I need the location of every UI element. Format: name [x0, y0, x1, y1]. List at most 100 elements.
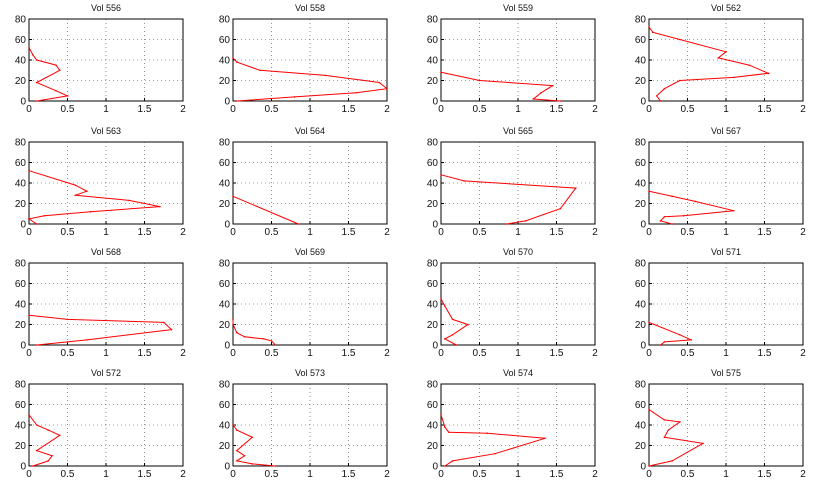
- data-point: [236, 61, 238, 63]
- series-line: [232, 195, 299, 225]
- y-tick-label: 0: [640, 341, 646, 352]
- data-point: [236, 460, 238, 462]
- data-point: [444, 465, 446, 467]
- data-point: [648, 190, 650, 192]
- y-tick-label: 80: [427, 138, 439, 149]
- data-point: [682, 215, 685, 217]
- y-tick-label: 20: [219, 441, 231, 452]
- data-point: [35, 81, 38, 84]
- data-point: [232, 57, 234, 59]
- panel-title: Vol 559: [503, 3, 533, 13]
- y-tick-label: 0: [224, 341, 230, 352]
- series-line: [648, 26, 771, 102]
- data-point: [663, 341, 666, 343]
- x-tick-label: 0.5: [61, 469, 75, 480]
- x-tick-label: 0.5: [681, 227, 695, 238]
- panel-title: Vol 572: [91, 368, 121, 378]
- data-point: [574, 187, 577, 189]
- x-tick-label: 0.5: [265, 104, 279, 115]
- data-point: [451, 460, 454, 462]
- y-tick-label: 20: [635, 320, 647, 331]
- x-tick-label: 2: [592, 469, 598, 480]
- y-tick-label: 0: [432, 341, 438, 352]
- series-line: [648, 409, 705, 467]
- data-point: [66, 318, 69, 321]
- data-point: [35, 344, 38, 346]
- x-tick-label: 0: [438, 104, 444, 115]
- y-tick-label: 20: [219, 199, 231, 210]
- data-point: [679, 79, 681, 82]
- y-tick-label: 40: [635, 300, 647, 311]
- data-point: [89, 210, 92, 213]
- x-tick-label: 0: [230, 348, 236, 359]
- x-tick-label: 2: [180, 227, 186, 238]
- y-tick-label: 20: [635, 441, 647, 452]
- x-tick-label: 1.5: [138, 469, 152, 480]
- x-tick-label: 1.5: [138, 104, 152, 115]
- y-tick-label: 80: [635, 138, 647, 149]
- y-tick-label: 80: [219, 259, 231, 270]
- data-point: [28, 218, 30, 220]
- data-point: [32, 54, 34, 56]
- x-tick-label: 1.5: [758, 227, 772, 238]
- y-tick-label: 40: [15, 421, 27, 432]
- x-tick-label: 1.5: [342, 104, 356, 115]
- data-point: [717, 57, 720, 59]
- data-point: [659, 100, 662, 102]
- data-point: [451, 318, 454, 321]
- data-point: [486, 432, 489, 435]
- data-point: [232, 424, 234, 426]
- x-tick-label: 0: [646, 227, 652, 238]
- data-point: [544, 437, 546, 440]
- data-point: [259, 69, 261, 72]
- data-point: [659, 344, 662, 346]
- data-point: [378, 81, 381, 84]
- x-tick-label: 0: [646, 104, 652, 115]
- y-tick-label: 0: [640, 462, 646, 473]
- y-tick-label: 20: [15, 76, 27, 87]
- data-point: [59, 69, 61, 72]
- y-tick-label: 40: [427, 300, 439, 311]
- x-tick-label: 1.5: [550, 348, 564, 359]
- x-tick-label: 1.5: [138, 227, 152, 238]
- x-tick-label: 0: [438, 227, 444, 238]
- y-tick-label: 60: [219, 158, 231, 169]
- data-point: [748, 64, 750, 66]
- data-point: [648, 465, 650, 467]
- data-point: [690, 339, 693, 341]
- x-tick-label: 2: [180, 348, 186, 359]
- data-point: [455, 344, 458, 346]
- data-point: [648, 408, 650, 411]
- data-point: [47, 460, 50, 462]
- data-point: [297, 223, 300, 225]
- x-tick-label: 0: [26, 227, 32, 238]
- panel-title: Vol 569: [295, 247, 325, 257]
- x-tick-label: 1.5: [342, 227, 356, 238]
- data-point: [274, 344, 277, 346]
- x-tick-label: 0: [26, 104, 32, 115]
- panel-title: Vol 563: [91, 126, 121, 136]
- y-tick-label: 40: [219, 300, 231, 311]
- series-line: [440, 414, 546, 467]
- x-tick-label: 2: [180, 469, 186, 480]
- data-point: [47, 429, 50, 431]
- data-point: [66, 95, 69, 97]
- data-point: [55, 89, 57, 92]
- y-tick-label: 0: [640, 220, 646, 231]
- x-tick-label: 0: [438, 348, 444, 359]
- y-tick-label: 0: [224, 97, 230, 108]
- y-tick-label: 60: [635, 400, 647, 411]
- x-tick-label: 1.5: [342, 469, 356, 480]
- data-point: [652, 31, 654, 34]
- x-tick-label: 1: [723, 227, 729, 238]
- data-point: [74, 184, 76, 186]
- data-point: [671, 195, 673, 198]
- data-point: [236, 100, 238, 102]
- y-tick-label: 0: [20, 220, 26, 231]
- data-point: [655, 95, 658, 97]
